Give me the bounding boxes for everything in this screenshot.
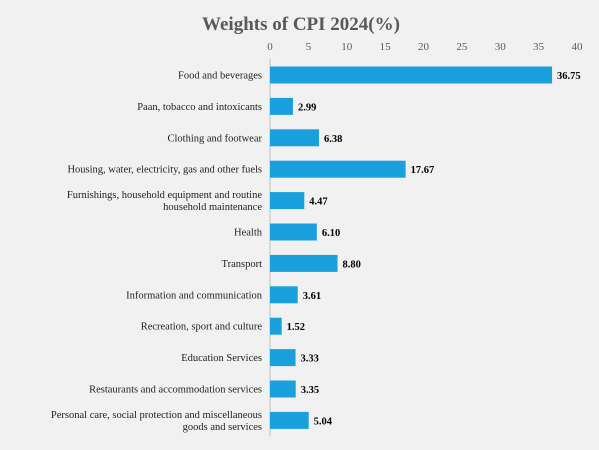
bar: [270, 349, 296, 367]
category-label: Paan, tobacco and intoxicants: [137, 102, 262, 113]
x-axis-ticks: 0 5 10 15 20 25 30 35 40: [267, 41, 583, 53]
category-label: Housing, water, electricity, gas and oth…: [67, 165, 262, 176]
category-label: Information and communication: [126, 290, 263, 301]
x-tick-label: 10: [341, 41, 353, 53]
x-tick-label: 25: [456, 41, 468, 53]
bars: [270, 66, 553, 429]
category-label: Furnishings, household equipment and rou…: [67, 190, 262, 213]
value-label: 8.80: [343, 259, 361, 270]
chart-title: Weights of CPI 2024(%): [202, 14, 400, 35]
bar: [270, 254, 338, 272]
bar: [270, 380, 296, 398]
category-label: Restaurants and accommodation services: [89, 385, 262, 396]
category-label: Health: [234, 228, 263, 239]
bar: [270, 129, 319, 147]
x-tick-label: 30: [495, 41, 507, 53]
category-labels: Food and beverages Paan, tobacco and into…: [51, 71, 263, 433]
value-label: 36.75: [557, 71, 581, 82]
value-label: 3.33: [301, 354, 319, 365]
bar: [270, 286, 298, 304]
category-label: Recreation, sport and culture: [141, 322, 263, 333]
value-label: 4.47: [309, 197, 327, 208]
bar: [270, 223, 317, 241]
x-tick-label: 20: [418, 41, 430, 53]
x-tick-label: 35: [533, 41, 545, 53]
bar: [270, 97, 293, 115]
bar: [270, 192, 305, 210]
bar: [270, 66, 553, 84]
value-labels: 36.75 2.99 6.38 17.67 4.47 6.10 8.80 3.61 1.52 3.…: [287, 71, 581, 427]
value-label: 3.61: [303, 291, 321, 302]
x-tick-label: 0: [267, 41, 273, 53]
category-label: Transport: [222, 259, 263, 270]
value-label: 6.38: [324, 134, 342, 145]
category-label: Clothing and footwear: [168, 133, 263, 144]
category-label: Education Services: [181, 353, 262, 364]
x-tick-label: 15: [380, 41, 392, 53]
bar: [270, 411, 309, 429]
value-label: 2.99: [298, 102, 316, 113]
value-label: 17.67: [411, 165, 435, 176]
category-label: Food and beverages: [178, 71, 262, 82]
bar: [270, 160, 406, 178]
x-tick-label: 5: [306, 41, 312, 53]
bar: [270, 317, 282, 335]
value-label: 1.52: [287, 322, 305, 333]
value-label: 3.35: [301, 385, 319, 396]
x-tick-label: 40: [572, 41, 584, 53]
value-label: 6.10: [322, 228, 340, 239]
category-label: Personal care, social protection and mis…: [51, 410, 262, 433]
value-label: 5.04: [314, 416, 333, 427]
